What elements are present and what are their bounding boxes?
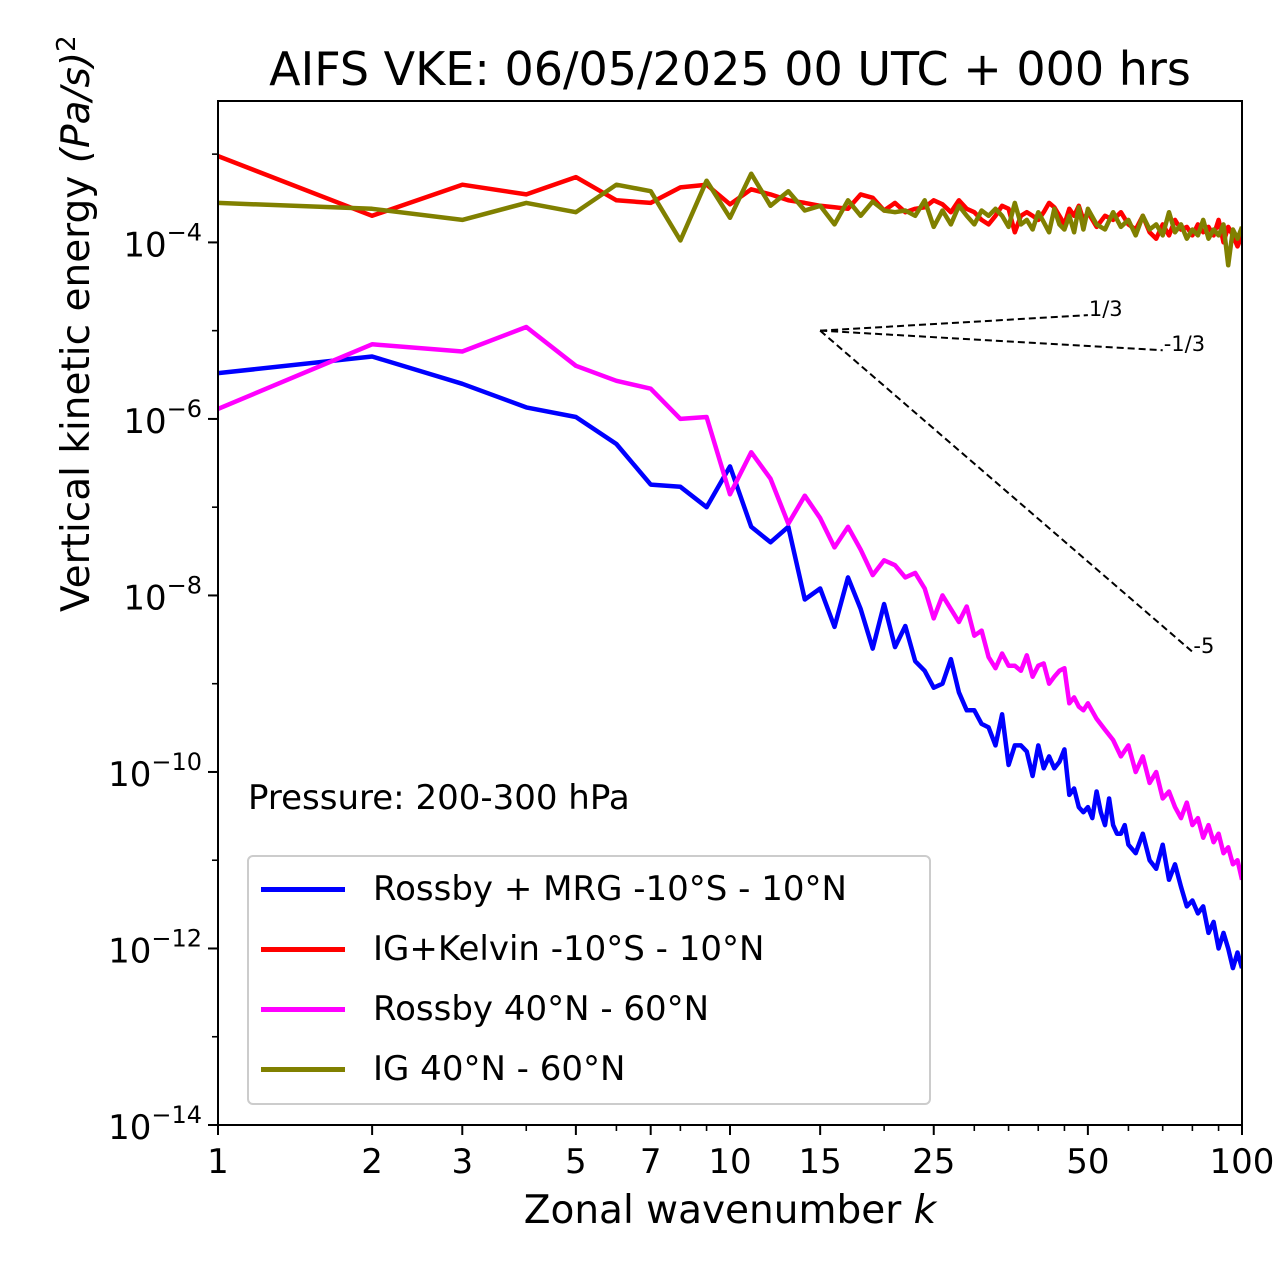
reference-slopes: 1/3 -1/3 -5 [819, 297, 1214, 658]
legend-label: IG+Kelvin -10°S - 10°N [373, 929, 765, 969]
x-axis-label-text: Zonal wavenumber [523, 1188, 914, 1233]
legend-entry: IG 40°N - 60°N [261, 1049, 625, 1089]
y-axis-ticks: 10−4 10−6 10−8 10−10 10−12 10−14 [108, 153, 218, 1148]
reference-slope-line [819, 329, 1194, 653]
x-tick-label: 10 [708, 1142, 751, 1182]
legend-label: Rossby 40°N - 60°N [373, 989, 710, 1029]
x-axis-label: Zonal wavenumber k [218, 1188, 1242, 1233]
y-tick-label: 10−14 [108, 1101, 202, 1148]
legend: Rossby + MRG -10°S - 10°N IG+Kelvin -10°… [247, 855, 931, 1105]
chart-title: AIFS VKE: 06/05/2025 00 UTC + 000 hrs [269, 42, 1191, 96]
reference-slope-label: -1/3 [1164, 332, 1205, 356]
y-axis-label-exponent: 2 [52, 35, 82, 52]
x-tick-label: 50 [1066, 1142, 1109, 1182]
x-tick-label: 1 [207, 1142, 229, 1182]
legend-entry: Rossby + MRG -10°S - 10°N [261, 869, 847, 909]
legend-label: IG 40°N - 60°N [373, 1049, 626, 1089]
legend-entry: IG+Kelvin -10°S - 10°N [261, 929, 764, 969]
x-tick-label: 15 [799, 1142, 842, 1182]
y-axis-label-unit: (Pa/s) [54, 51, 99, 164]
legend-swatch [261, 1006, 345, 1012]
y-tick-label: 10−4 [123, 218, 202, 265]
reference-slope-line [820, 314, 1088, 332]
x-tick-label: 7 [640, 1142, 662, 1182]
legend-swatch [261, 946, 345, 952]
series-line-0 [218, 354, 1242, 971]
x-tick-label: 3 [451, 1142, 473, 1182]
legend-swatch [261, 1066, 345, 1072]
series-line-3 [218, 171, 1242, 268]
x-tick-label: 2 [361, 1142, 383, 1182]
reference-slope-line [820, 329, 1163, 352]
series-layer [218, 154, 1242, 971]
pressure-annotation: Pressure: 200-300 hPa [248, 778, 630, 818]
x-tick-label: 5 [565, 1142, 587, 1182]
y-tick-label: 10−10 [108, 748, 202, 795]
legend-swatch [261, 886, 345, 892]
y-tick-label: 10−12 [108, 924, 202, 971]
y-axis-label-text: Vertical kinetic energy [54, 163, 99, 612]
reference-slope-label: 1/3 [1089, 297, 1123, 321]
legend-entry: Rossby 40°N - 60°N [261, 989, 709, 1029]
x-tick-label: 25 [912, 1142, 955, 1182]
legend-label: Rossby + MRG -10°S - 10°N [373, 869, 847, 909]
y-tick-label: 10−6 [123, 395, 202, 442]
series-line-2 [218, 324, 1242, 881]
x-axis-label-variable: k [913, 1188, 937, 1233]
x-axis-ticks: 1 2 3 5 7 10 15 25 50 100 [207, 1125, 1274, 1182]
y-axis-label: Vertical kinetic energy (Pa/s)2 [52, 35, 99, 612]
series-line-1 [218, 154, 1242, 249]
y-tick-label: 10−8 [123, 571, 202, 618]
reference-slope-label: -5 [1193, 634, 1214, 658]
x-tick-label: 100 [1210, 1142, 1275, 1182]
